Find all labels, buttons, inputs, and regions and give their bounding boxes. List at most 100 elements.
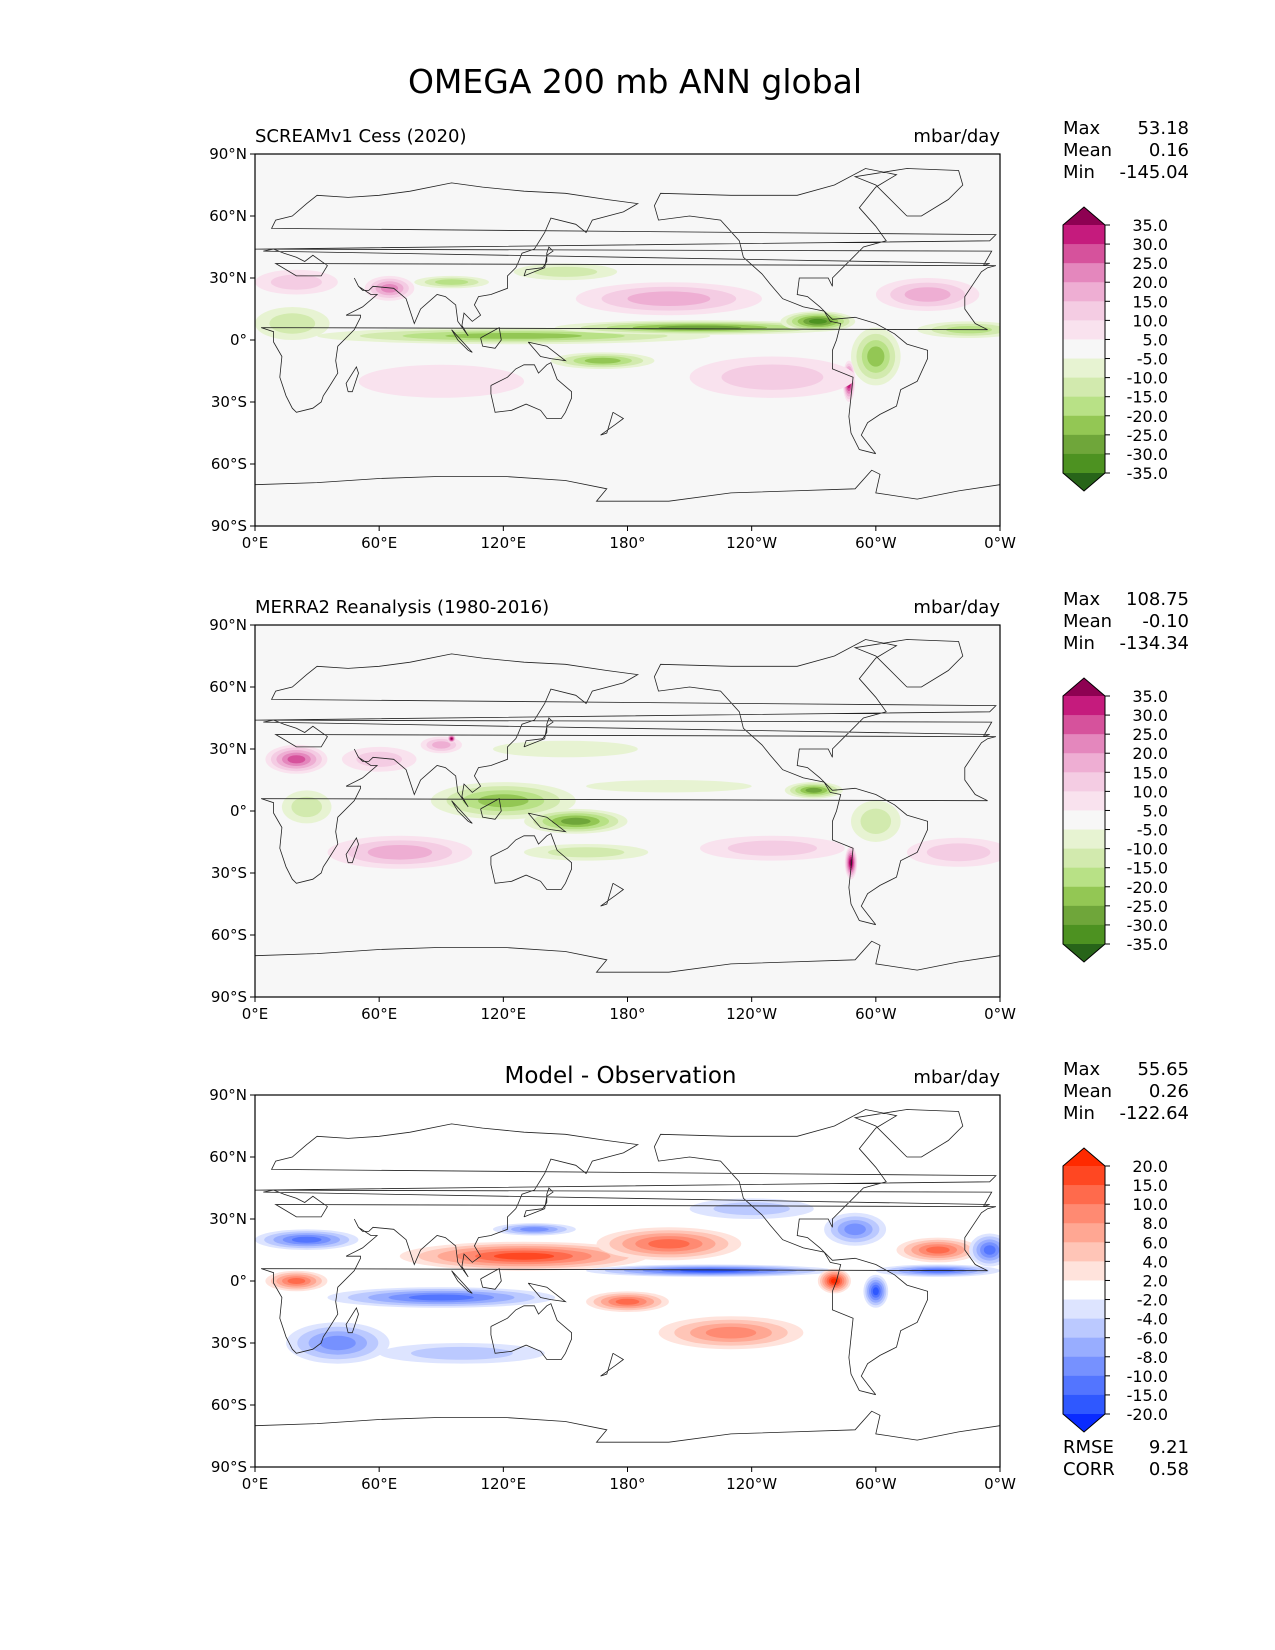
contour-4-1 bbox=[291, 796, 323, 818]
colorbar-label: -4.0 bbox=[1137, 1310, 1168, 1329]
y-tick-label: 30°N bbox=[209, 269, 247, 287]
y-tick-label: 30°N bbox=[209, 1210, 247, 1228]
colorbar-label: 35.0 bbox=[1132, 216, 1168, 235]
contour-8-1 bbox=[533, 266, 598, 277]
x-tick-label: 120°W bbox=[726, 534, 777, 552]
contour-12-1 bbox=[926, 843, 991, 862]
colorbar-segment bbox=[1063, 282, 1105, 302]
colorbar-segment bbox=[1063, 301, 1105, 321]
stat-label: Mean bbox=[1063, 611, 1112, 632]
stat-value: 108.75 bbox=[1126, 589, 1189, 610]
contour-12-4 bbox=[926, 1246, 950, 1254]
x-tick-label: 120°W bbox=[726, 1475, 777, 1493]
colorbar-extend-top bbox=[1063, 678, 1105, 696]
stat-value: -145.04 bbox=[1120, 162, 1189, 183]
contour-4-1 bbox=[269, 313, 316, 334]
colorbar-segment bbox=[1063, 1375, 1105, 1396]
colorbar-label: 5.0 bbox=[1143, 330, 1168, 349]
colorbar-segment bbox=[1063, 1394, 1105, 1415]
y-tick-label: 60°N bbox=[209, 678, 247, 696]
contour-13-1 bbox=[356, 751, 403, 767]
units-label: mbar/day bbox=[913, 126, 1000, 147]
colorbar-segment bbox=[1063, 829, 1105, 850]
contour-1-4 bbox=[561, 817, 591, 825]
stat-value: -134.34 bbox=[1120, 633, 1189, 654]
colorbar-label: 25.0 bbox=[1132, 725, 1168, 744]
x-tick-label: 60°W bbox=[855, 1005, 897, 1023]
colorbar-label: 20.0 bbox=[1132, 1157, 1168, 1176]
panels-group: 0°E 60°E 120°E 180° 120°W 60°W 0°W 90°N 60°N 30°N… bbox=[209, 118, 1189, 1493]
units-label: mbar/day bbox=[913, 1067, 1000, 1088]
colorbar-segment bbox=[1063, 225, 1105, 245]
x-tick-label: 120°E bbox=[481, 1005, 527, 1023]
colorbar-label: 10.0 bbox=[1132, 782, 1168, 801]
colorbar-segment bbox=[1063, 772, 1105, 792]
panel-reference: 0°E 60°E 120°E 180° 120°W 60°W 0°W 90°N 60°N 30°N… bbox=[209, 589, 1189, 1023]
colorbar-label: -10.0 bbox=[1127, 840, 1168, 859]
colorbar-label: -2.0 bbox=[1137, 1291, 1168, 1310]
y-tick-label: 90°N bbox=[209, 145, 247, 163]
colorbar-label: 20.0 bbox=[1132, 273, 1168, 292]
colorbar: 35.030.025.020.015.010.05.0-5.0-10.0-15.… bbox=[1062, 677, 1168, 963]
contour-7-1 bbox=[547, 847, 625, 858]
contour-8-3 bbox=[319, 1335, 356, 1351]
colorbar-label: -30.0 bbox=[1127, 916, 1168, 935]
colorbar-label: -20.0 bbox=[1127, 1405, 1168, 1424]
contour-2-5 bbox=[808, 318, 827, 324]
y-tick-label: 60°N bbox=[209, 207, 247, 225]
colorbar-label: 20.0 bbox=[1132, 744, 1168, 763]
colorbar-label: 15.0 bbox=[1132, 292, 1168, 311]
colorbar-label: -20.0 bbox=[1127, 878, 1168, 897]
contour-14-0 bbox=[358, 364, 525, 398]
colorbar-segment bbox=[1063, 1261, 1105, 1281]
colorbar-label: -10.0 bbox=[1127, 369, 1168, 388]
colorbar-segment bbox=[1063, 810, 1105, 830]
x-tick-label: 120°E bbox=[481, 534, 527, 552]
contour-4-4 bbox=[408, 1294, 474, 1301]
colorbar-segment bbox=[1063, 453, 1105, 474]
y-tick-label: 60°S bbox=[211, 455, 247, 473]
contour-14-2 bbox=[432, 741, 451, 749]
contour-5-0 bbox=[493, 740, 638, 758]
colorbar-label: -15.0 bbox=[1127, 1386, 1168, 1405]
colorbar-extend-bottom bbox=[1063, 944, 1105, 962]
contour-6-0 bbox=[586, 780, 752, 793]
x-tick-label: 60°W bbox=[855, 534, 897, 552]
x-tick-label: 120°E bbox=[481, 1475, 527, 1493]
colorbar-segment bbox=[1063, 924, 1105, 945]
colorbar-segment bbox=[1063, 358, 1105, 379]
contour-11-1 bbox=[721, 364, 824, 390]
y-tick-label: 60°N bbox=[209, 1148, 247, 1166]
colorbar-segment bbox=[1063, 244, 1105, 264]
x-tick-label: 0°W bbox=[984, 534, 1016, 552]
contour-0-5 bbox=[493, 1252, 555, 1260]
contour-0-3 bbox=[478, 794, 529, 808]
colorbar-label: 6.0 bbox=[1143, 1233, 1168, 1252]
contour-3-1 bbox=[860, 808, 892, 834]
contour-13-4 bbox=[615, 1298, 640, 1305]
colorbar-segment bbox=[1063, 1337, 1105, 1358]
contour-0-3 bbox=[445, 333, 583, 339]
colorbar-label: 25.0 bbox=[1132, 254, 1168, 273]
x-tick-label: 60°W bbox=[855, 1475, 897, 1493]
contour-11-1 bbox=[727, 840, 818, 856]
y-tick-label: 30°N bbox=[209, 740, 247, 758]
stat-value: -122.64 bbox=[1120, 1103, 1189, 1124]
contour-10-2 bbox=[367, 845, 433, 860]
y-tick-label: 90°N bbox=[209, 1086, 247, 1104]
units-label: mbar/day bbox=[913, 597, 1000, 618]
contour-2-4 bbox=[805, 787, 823, 793]
contour-14-3 bbox=[705, 1326, 757, 1339]
colorbar-label: -20.0 bbox=[1127, 407, 1168, 426]
contour-15-1 bbox=[411, 1346, 513, 1360]
stat-value: 55.65 bbox=[1137, 1059, 1189, 1080]
y-tick-label: 30°S bbox=[211, 864, 247, 882]
contour-12-3 bbox=[380, 284, 399, 293]
colorbar-label: -25.0 bbox=[1127, 897, 1168, 916]
metric-value: 9.21 bbox=[1149, 1437, 1189, 1458]
contour-11-3 bbox=[844, 1223, 866, 1236]
y-tick-label: 90°N bbox=[209, 616, 247, 634]
stat-value: 0.26 bbox=[1149, 1081, 1189, 1102]
y-tick-label: 0° bbox=[230, 1272, 247, 1290]
